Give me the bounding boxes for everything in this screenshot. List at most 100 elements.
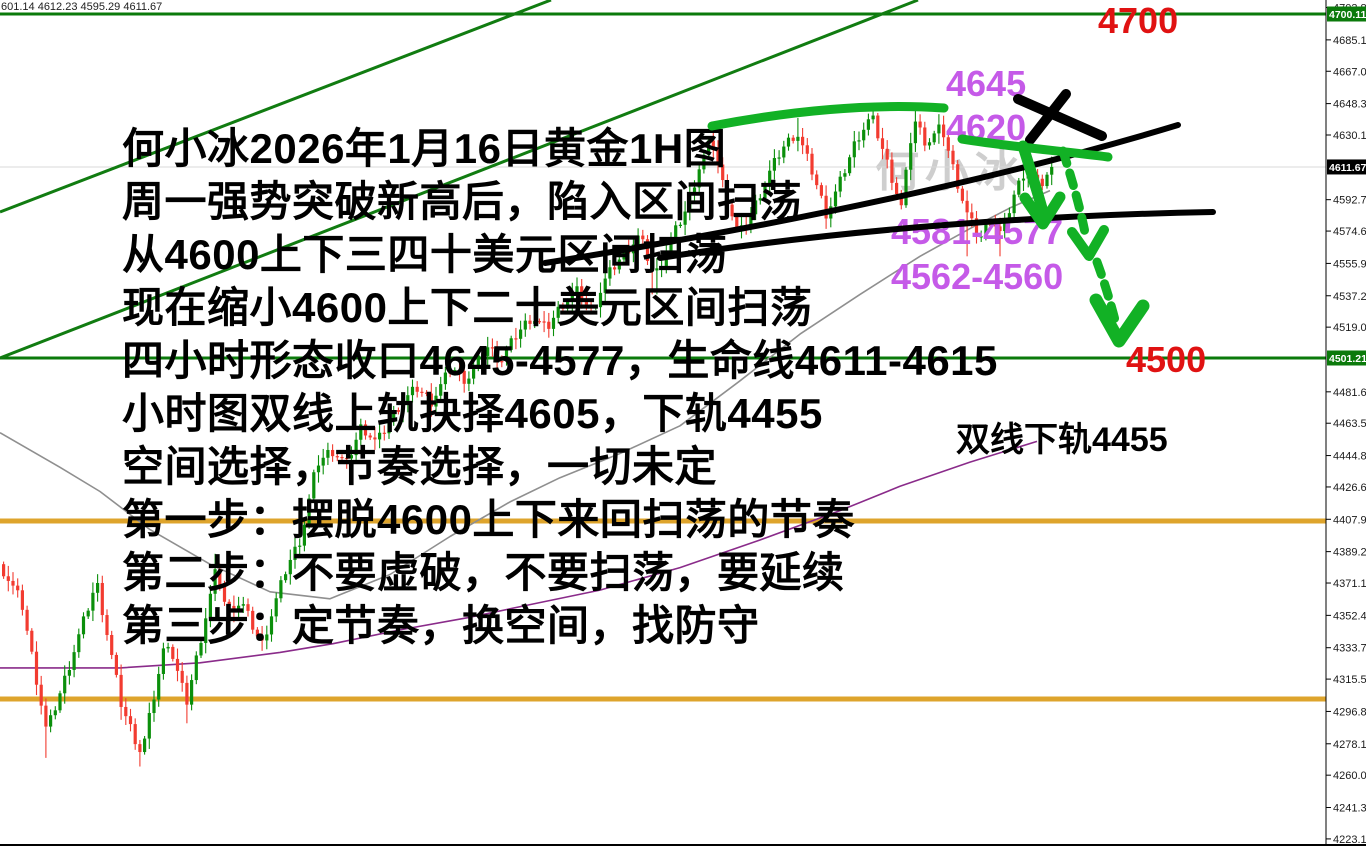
candle-body [683,211,687,225]
candle-body [415,386,419,392]
candle-body [692,187,697,194]
axis-tick-label: 4574.60 [1333,226,1366,238]
candle-body [871,115,875,120]
candle-body [279,580,283,599]
candle-body [39,684,43,706]
green-line-price-tag [1327,350,1366,366]
candle-body [580,286,584,302]
candle-body [241,604,245,606]
candle-body [876,115,880,139]
candle-body [284,574,288,581]
candle-body [880,138,885,149]
candle-body [20,590,24,610]
candle-body [335,456,339,458]
candle-body [965,200,969,213]
candle-body [815,174,819,186]
candle-body [77,634,81,653]
candle-body [641,235,645,240]
candle-body [895,182,899,195]
candle-body [810,153,814,175]
candle-body [932,133,936,143]
candle-body [58,693,62,711]
candle-body [519,329,523,339]
candle-body [1045,174,1049,187]
candle-body [222,584,227,602]
candle-body [537,321,541,323]
candle-body [909,143,913,170]
candle-body [298,545,302,547]
candle-body [866,119,870,130]
axis-tick-label: 4223.15 [1333,834,1366,846]
candle-body [721,164,725,181]
candle-body [166,646,170,649]
axis-tick-label: 4241.30 [1333,803,1366,815]
candle-body [152,699,156,714]
candle-body [481,355,485,357]
candle-body [725,180,729,205]
candle-body [984,224,988,237]
candle-body [105,615,109,635]
candle-body [631,244,635,254]
candle-body [801,136,805,146]
candle-body [251,610,255,630]
candle-body [227,601,231,606]
candle-body [622,250,626,260]
candle-body [91,592,95,611]
candle-body [749,214,753,226]
candle-body [157,673,161,700]
candle-body [570,293,574,301]
axis-tick-label: 4296.85 [1333,706,1366,718]
candle-body [782,146,786,158]
candle-body [707,140,711,155]
candle-body [274,598,278,617]
candle-body [11,580,15,586]
candle-body [490,347,494,349]
candle-body [509,338,513,350]
candle-body [805,145,809,154]
candle-body [791,137,795,141]
candle-body [711,140,715,150]
candle-body [110,634,114,655]
axis-tick-label: 4371.10 [1333,578,1366,590]
candle-body [434,395,438,407]
candle-body [523,320,527,330]
candle-body [495,348,499,362]
candle-body [946,137,950,151]
candle-body [1017,180,1021,195]
candle-body [735,216,739,229]
candle-body [382,432,386,434]
candle-body [660,266,664,269]
candle-body [161,648,165,674]
candle-body [551,317,556,329]
candle-body [528,320,532,324]
candle-body [476,355,480,368]
candle-body [114,654,118,675]
candle-body [185,682,189,705]
candle-body [453,369,457,374]
candle-body [16,585,20,591]
axis-tick-label: 4407.95 [1333,514,1366,526]
candle-body [923,127,927,146]
candle-body [138,744,142,753]
candle-body [63,675,67,694]
axis-tick-label: 4481.65 [1333,387,1366,399]
candle-body [669,238,673,252]
candle-body [819,185,823,196]
candle-body [758,198,762,201]
candle-body [904,169,908,206]
candle-body [406,395,410,404]
candle-body [124,706,128,717]
candle-body [288,559,292,575]
candle-body [387,421,391,434]
candle-body [716,149,720,165]
candle-body [1040,178,1044,187]
candle-body [180,670,184,683]
candle-body [927,142,932,146]
candle-body [410,386,415,396]
candle-body [302,524,306,546]
candle-body [232,605,236,612]
candles [2,107,1054,767]
candle-body [974,218,979,237]
